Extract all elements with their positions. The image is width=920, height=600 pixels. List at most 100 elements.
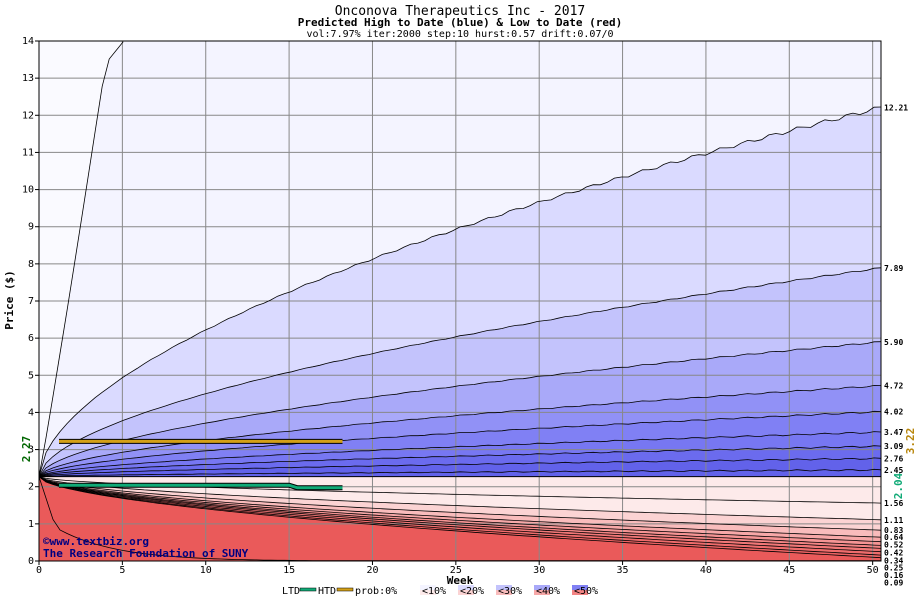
legend: LTD HTD prob:0% <10% <20% <30% <40% <50% (282, 585, 598, 597)
x-tick-label-35: 35 (617, 565, 629, 576)
y-tick-label-9: 9 (28, 222, 34, 233)
legend-bin-label-5: <50% (574, 586, 598, 597)
credit-line-1: ©www.textbiz.org (43, 535, 149, 548)
start-price-label: 2.27 (20, 436, 33, 463)
legend-htd-label: HTD (318, 586, 336, 597)
to-date-lines (59, 438, 343, 491)
curve-high-7 (38, 445, 882, 478)
y-tick-label-2: 2 (28, 482, 34, 493)
curve-low-2 (38, 476, 882, 521)
end-label-high-2: 7.89 (884, 264, 903, 273)
legend-bin-swatch-red-1 (420, 590, 436, 595)
x-tick-label-0: 0 (36, 565, 42, 576)
x-tick-label-20: 20 (366, 565, 378, 576)
x-tick-label-30: 30 (533, 565, 545, 576)
x-tick-label-25: 25 (450, 565, 462, 576)
curve-low-7 (38, 476, 882, 549)
band-low-10 (39, 476, 881, 561)
ltd-value-label: 2.04 (892, 472, 905, 499)
legend-bin-swatch-blue-2 (458, 585, 474, 590)
y-axis-label: Price ($) (3, 270, 16, 330)
end-label-low-2: 1.11 (884, 516, 903, 525)
legend-bin-swatch-red-2 (458, 590, 474, 595)
curve-high-extreme (38, 41, 124, 477)
end-label-high-7: 3.09 (884, 442, 903, 451)
curve-low-9 (38, 476, 882, 556)
curve-low-3 (38, 476, 882, 531)
y-tick-label-5: 5 (28, 370, 34, 381)
end-label-low-7: 0.34 (884, 556, 903, 565)
end-label-high-3: 5.90 (884, 338, 903, 347)
end-label-low-8: 0.25 (884, 564, 903, 573)
x-axis-label: Week (447, 574, 474, 587)
curve-low-8 (38, 476, 882, 553)
curve-high-5 (38, 410, 882, 478)
end-label-low-4: 0.64 (884, 533, 903, 542)
legend-bin-swatch-blue-3 (496, 585, 512, 590)
legend-bin-swatch-red-4 (534, 590, 550, 595)
curve-high-1 (38, 106, 882, 477)
credit-line-2: The Research Foundation of SUNY (43, 547, 249, 560)
x-tick-label-40: 40 (700, 565, 712, 576)
chart-params: vol:7.97% iter:2000 step:10 hurst:0.57 d… (306, 29, 613, 40)
legend-bin-swatch-blue-1 (420, 585, 436, 590)
y-tick-label-7: 7 (28, 296, 34, 307)
y-tick-label-1: 1 (28, 519, 34, 530)
legend-bin-label-2: <20% (460, 586, 484, 597)
chart-subtitle: Predicted High to Date (blue) & Low to D… (298, 16, 623, 29)
y-tick-label-12: 12 (22, 110, 34, 121)
end-label-low-9: 0.16 (884, 571, 903, 580)
end-label-high-1: 12.21 (884, 103, 908, 112)
end-label-low-10: 0.09 (884, 579, 903, 588)
y-tick-label-8: 8 (28, 259, 34, 270)
legend-ltd-swatch (299, 587, 317, 592)
legend-htd-swatch (336, 587, 354, 592)
legend-bin-swatch-red-3 (496, 590, 512, 595)
y-tick-label-3: 3 (28, 445, 34, 456)
y-tick-label-4: 4 (28, 407, 34, 418)
curve-high-6 (38, 431, 882, 478)
curve-low-5 (38, 476, 882, 543)
chart-title: Onconova Therapeutics Inc - 2017 (335, 4, 585, 19)
curve-high-3 (38, 341, 882, 477)
x-tick-label-15: 15 (283, 565, 295, 576)
legend-prob-label: prob:0% (355, 586, 397, 597)
x-tick-label-45: 45 (783, 565, 795, 576)
legend-ltd-label: LTD (282, 586, 300, 597)
end-label-low-5: 0.52 (884, 541, 903, 550)
x-tick-label-50: 50 (867, 565, 879, 576)
x-tick-label-5: 5 (119, 565, 125, 576)
legend-bin-swatch-red-5 (572, 590, 588, 595)
y-tick-label-14: 14 (22, 36, 34, 47)
ltd-line (59, 483, 343, 490)
curve-high-2 (38, 267, 882, 477)
legend-bin-swatch-blue-4 (534, 585, 550, 590)
legend-bin-label-4: <40% (536, 586, 560, 597)
end-label-high-5: 4.02 (884, 408, 903, 417)
end-label-high-6: 3.47 (884, 428, 903, 437)
y-tick-label-13: 13 (22, 73, 34, 84)
band-high-9 (39, 469, 881, 477)
legend-bin-swatch-blue-5 (572, 585, 588, 590)
legend-bin-label-1: <10% (422, 586, 446, 597)
y-tick-label-11: 11 (22, 147, 34, 158)
end-label-high-9: 2.45 (884, 466, 903, 475)
end-label-high-4: 4.72 (884, 382, 903, 391)
curve-low-4 (38, 476, 882, 538)
curve-low-6 (38, 476, 882, 546)
y-tick-label-10: 10 (22, 185, 34, 196)
x-tick-label-10: 10 (200, 565, 212, 576)
end-label-low-6: 0.42 (884, 548, 903, 557)
y-tick-label-0: 0 (28, 556, 34, 567)
htd-value-label: 3.22 (904, 428, 917, 455)
end-label-high-8: 2.76 (884, 454, 903, 463)
legend-bin-label-3: <30% (498, 586, 522, 597)
y-tick-label-6: 6 (28, 333, 34, 344)
end-label-low-3: 0.83 (884, 526, 903, 535)
curve-high-8 (38, 457, 882, 478)
quantile-end-labels: 12.21 7.89 5.90 4.72 4.02 3.47 3.09 2.76 2.45 1.5… (884, 103, 908, 587)
end-label-low-1: 1.56 (884, 499, 903, 508)
curve-low-10 (38, 476, 882, 559)
